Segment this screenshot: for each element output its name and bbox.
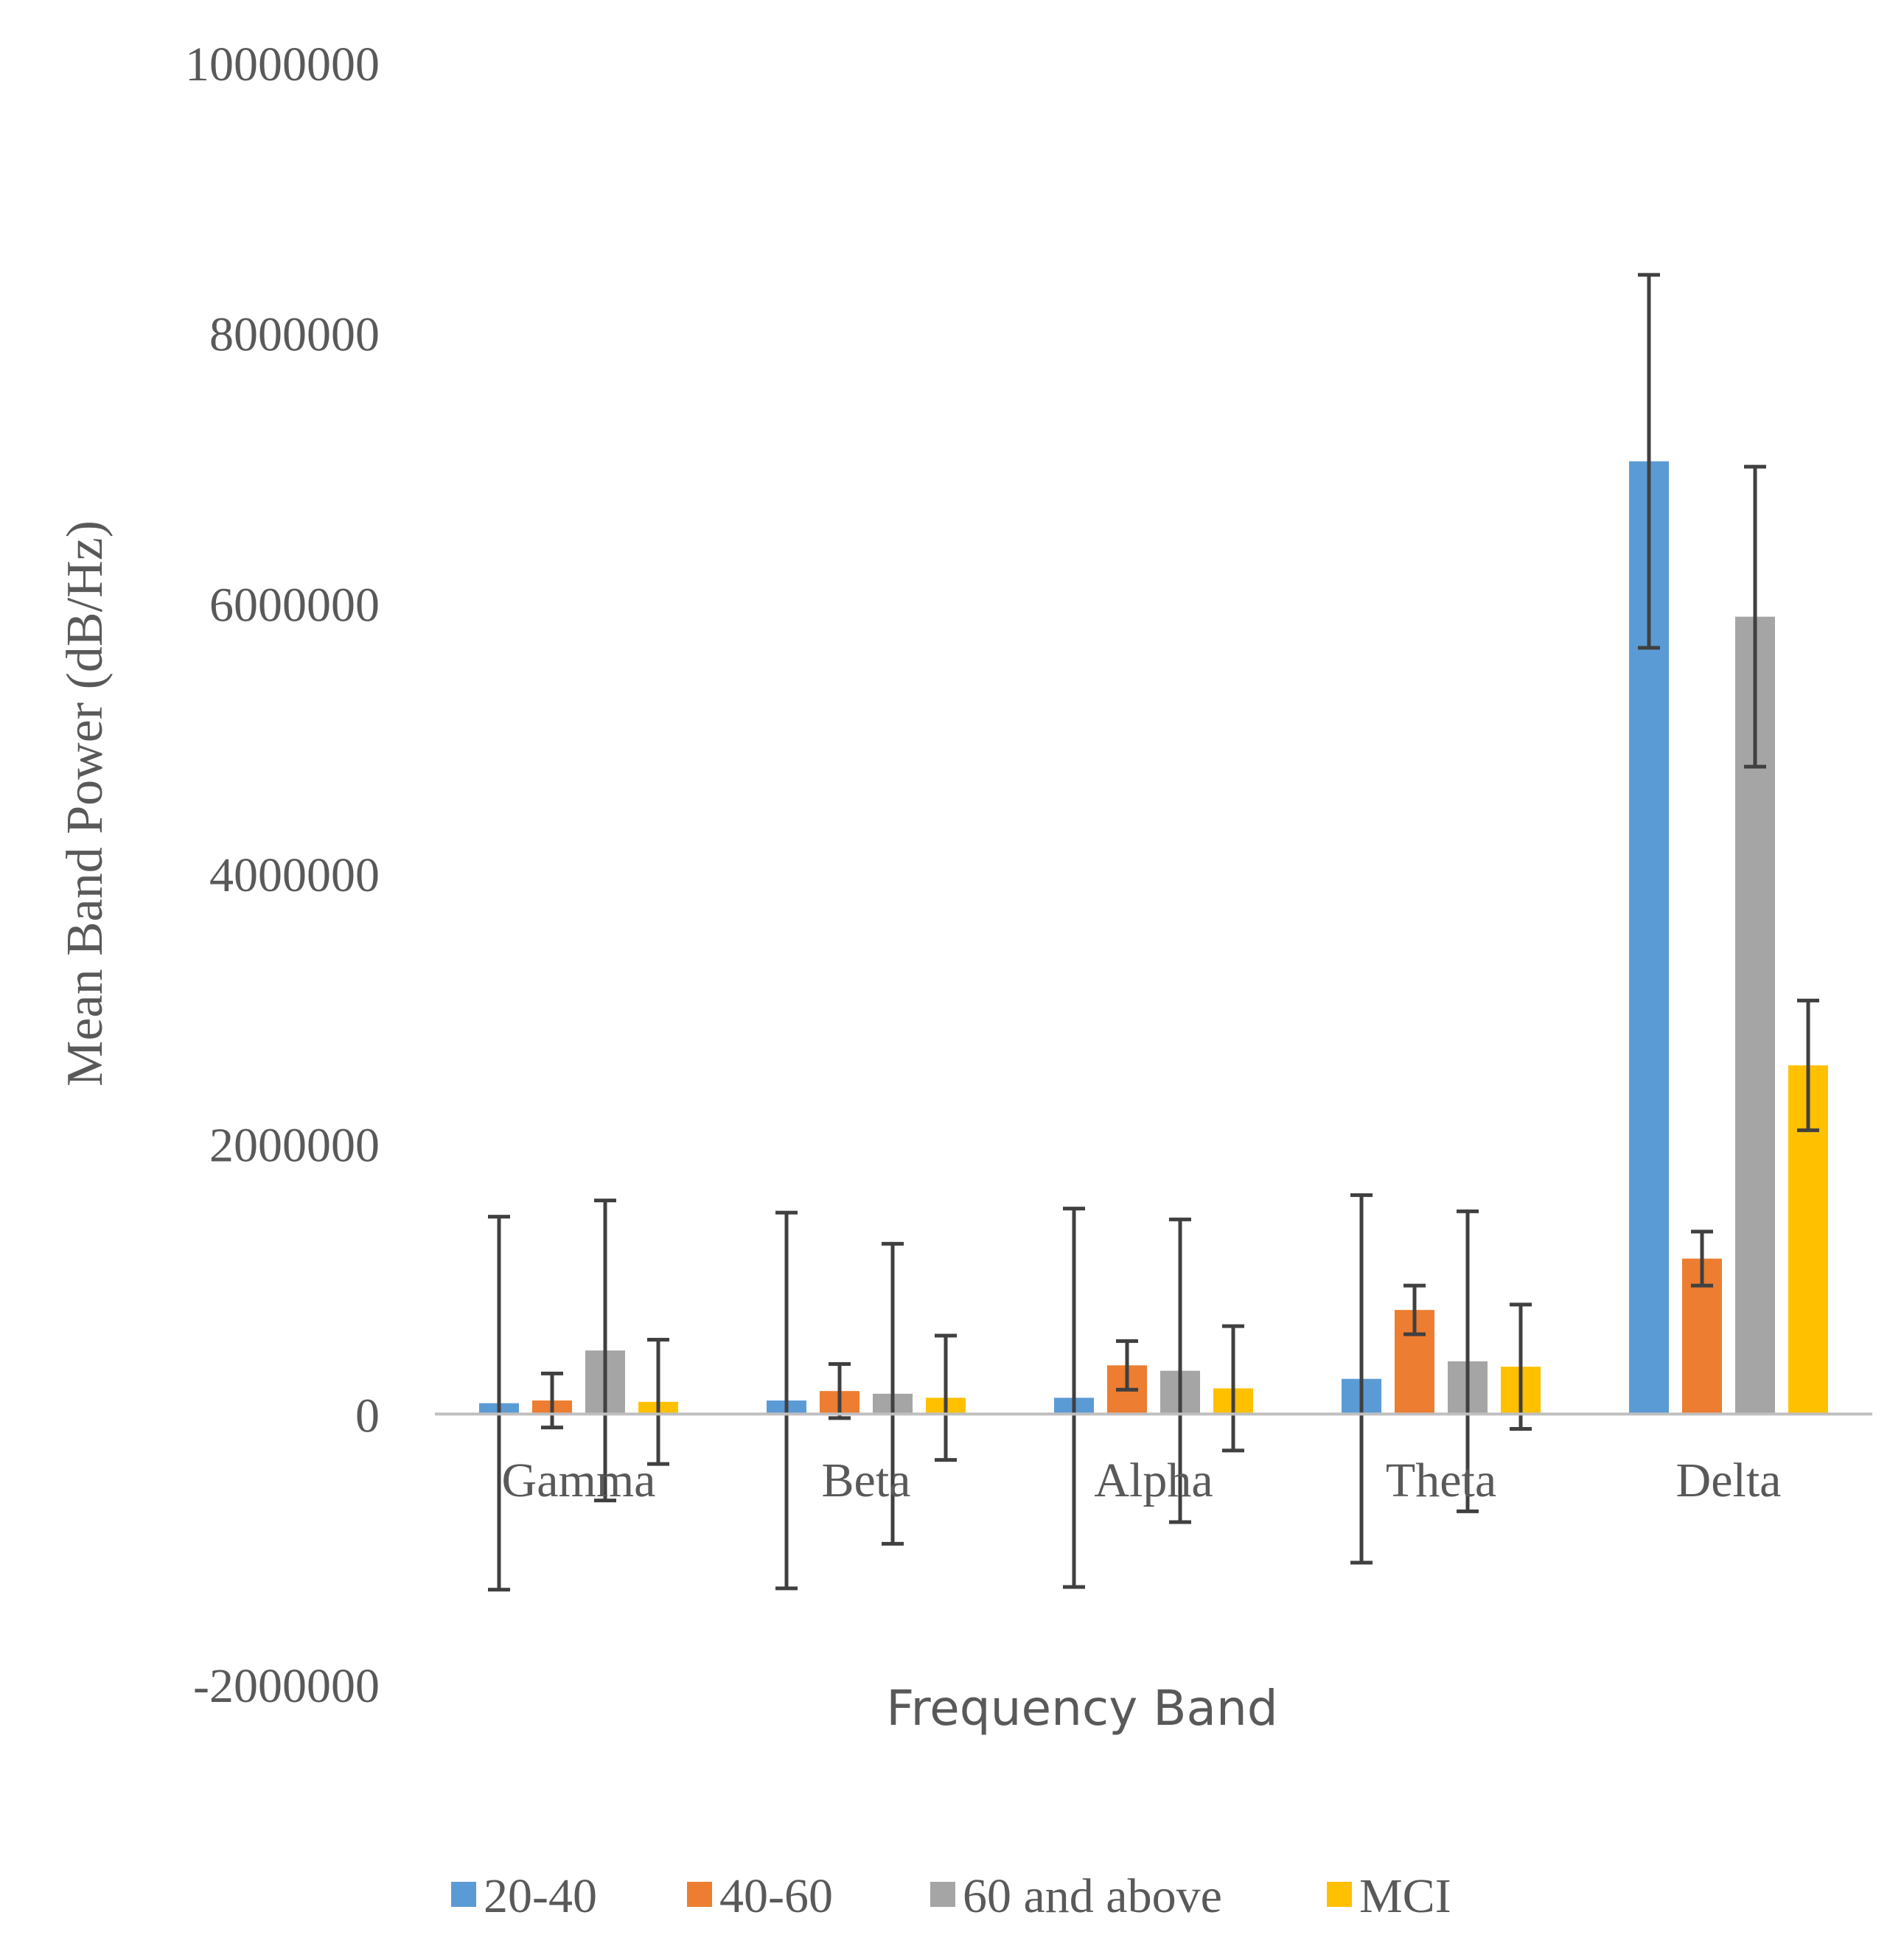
bars xyxy=(479,461,1828,1414)
legend-label: 60 and above xyxy=(963,1869,1222,1923)
y-tick-label: 4000000 xyxy=(209,848,380,902)
legend-swatch xyxy=(1327,1882,1352,1907)
error-bar-alpha-60-and-above xyxy=(1169,1217,1191,1524)
legend-label: MCI xyxy=(1359,1869,1451,1923)
y-tick-label: 0 xyxy=(355,1389,380,1443)
x-axis-category-labels: Gamma Beta Alpha Theta Delta xyxy=(502,1454,1782,1507)
error-bar-gamma-20-40 xyxy=(488,1215,510,1592)
legend-label: 20-40 xyxy=(484,1869,597,1923)
error-bar-alpha-mci xyxy=(1222,1324,1244,1453)
legend-swatch xyxy=(451,1882,476,1907)
x-axis-title: Frequency Band xyxy=(886,1680,1277,1737)
legend: 20-40 40-60 60 and above MCI xyxy=(451,1869,1451,1923)
error-bar-beta-mci xyxy=(935,1333,957,1462)
legend-label: 40-60 xyxy=(719,1869,833,1923)
x-category-label: Beta xyxy=(822,1454,911,1507)
x-category-label: Gamma xyxy=(502,1454,656,1507)
error-bar-alpha-40-60 xyxy=(1116,1339,1138,1392)
legend-item-60-and-above: 60 and above xyxy=(930,1869,1222,1923)
y-tick-label: 8000000 xyxy=(209,308,380,362)
error-bar-delta-40-60 xyxy=(1691,1229,1713,1288)
error-bar-beta-20-40 xyxy=(775,1210,798,1591)
x-category-label: Theta xyxy=(1386,1454,1496,1507)
legend-item-mci: MCI xyxy=(1327,1869,1451,1923)
error-bars xyxy=(488,273,1819,1592)
error-bar-alpha-20-40 xyxy=(1063,1207,1085,1589)
error-bar-delta-20-40 xyxy=(1638,273,1660,650)
error-bar-theta-60-and-above xyxy=(1457,1209,1479,1513)
legend-item-40-60: 40-60 xyxy=(687,1869,833,1923)
legend-item-20-40: 20-40 xyxy=(451,1869,597,1923)
error-bar-delta-mci xyxy=(1797,998,1819,1132)
y-tick-label: 6000000 xyxy=(209,578,380,632)
error-bar-beta-60-and-above xyxy=(882,1241,904,1546)
y-tick-label: 10000000 xyxy=(185,38,380,91)
error-bar-theta-mci xyxy=(1510,1302,1532,1431)
x-category-label: Delta xyxy=(1676,1454,1782,1507)
y-tick-label: 2000000 xyxy=(209,1119,380,1173)
error-bar-delta-60-and-above xyxy=(1744,464,1766,769)
y-tick-label: -2000000 xyxy=(193,1659,380,1713)
error-bar-theta-20-40 xyxy=(1350,1193,1373,1565)
error-bar-gamma-40-60 xyxy=(541,1371,563,1430)
y-axis-ticks: -2000000 0 2000000 4000000 6000000 8000000 100… xyxy=(185,38,380,1713)
error-bar-theta-40-60 xyxy=(1403,1283,1426,1336)
y-axis-title: Mean Band Power (dB/Hz) xyxy=(57,520,114,1086)
error-bar-beta-40-60 xyxy=(829,1362,851,1420)
x-category-label: Alpha xyxy=(1094,1454,1213,1507)
legend-swatch xyxy=(687,1882,712,1907)
error-bar-gamma-60-and-above xyxy=(594,1199,616,1503)
legend-swatch xyxy=(930,1882,955,1907)
error-bar-gamma-mci xyxy=(647,1338,669,1466)
